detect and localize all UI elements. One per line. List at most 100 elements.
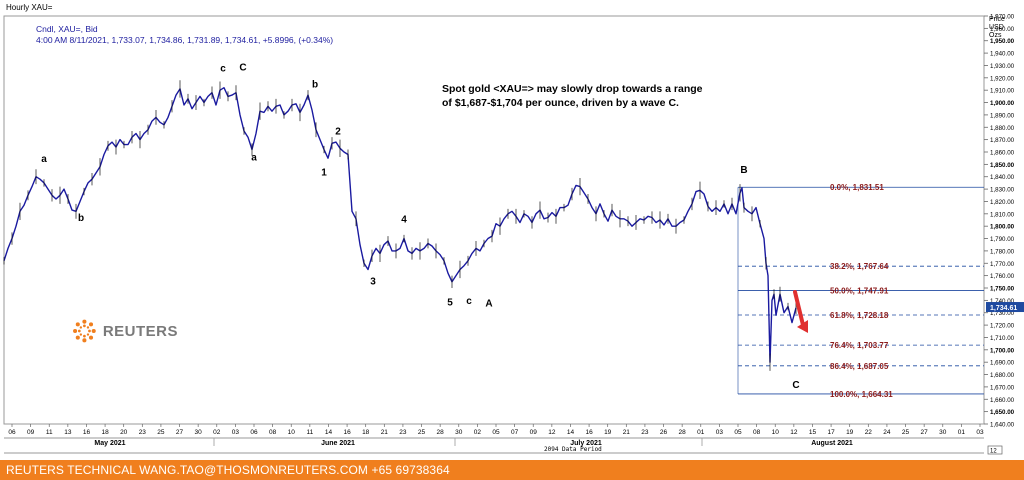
last-bar-info: 4:00 AM 8/11/2021, 1,733.07, 1,734.86, 1… — [36, 35, 334, 45]
x-tick-label: 16 — [343, 429, 351, 436]
x-tick-label: 23 — [399, 429, 407, 436]
x-tick-label: 25 — [418, 429, 426, 436]
x-tick-label: 19 — [846, 429, 854, 436]
x-tick-label: 09 — [27, 429, 35, 436]
analysis-annotation: Spot gold <XAU=> may slowly drop towards… — [442, 82, 703, 110]
x-tick-label: 18 — [362, 429, 370, 436]
x-tick-label: 05 — [492, 429, 500, 436]
y-tick-label: 1,810.00 — [990, 211, 1015, 218]
wave-label: C — [239, 62, 246, 73]
x-tick-label: 28 — [437, 429, 445, 436]
fib-level-label: 76.4%, 1,703.77 — [830, 341, 889, 350]
y-tick-label: 1,650.00 — [990, 409, 1015, 416]
projection-arrow-shaft — [793, 290, 805, 327]
y-tick-label: 1,790.00 — [990, 236, 1015, 243]
x-month-label: May 2021 — [94, 440, 125, 447]
y-tick-label: 1,930.00 — [990, 63, 1015, 70]
data-period-label: 2094 Data Period — [544, 446, 602, 453]
x-tick-label: 07 — [511, 429, 519, 436]
wave-label: 1 — [321, 167, 327, 178]
wave-label: A — [485, 299, 492, 310]
x-tick-label: 12 — [548, 429, 556, 436]
x-tick-label: 11 — [306, 429, 313, 436]
y-axis-title: Ozs — [989, 32, 1002, 39]
y-tick-label: 1,750.00 — [990, 286, 1015, 293]
y-tick-label: 1,860.00 — [990, 150, 1015, 157]
footer-contact: REUTERS TECHNICAL WANG.TAO@THOSMONREUTER… — [6, 463, 450, 477]
x-tick-label: 21 — [623, 429, 631, 436]
x-tick-label: 03 — [232, 429, 240, 436]
x-tick-label: 14 — [325, 429, 333, 436]
y-tick-label: 1,830.00 — [990, 187, 1015, 194]
x-tick-label: 23 — [641, 429, 649, 436]
y-tick-label: 1,740.00 — [990, 298, 1015, 305]
x-tick-label: 16 — [83, 429, 91, 436]
plot-frame — [3, 15, 985, 425]
wave-label: 5 — [447, 297, 453, 308]
x-tick-label: 06 — [8, 429, 16, 436]
y-tick-label: 1,910.00 — [990, 88, 1015, 95]
y-tick-label: 1,960.00 — [990, 26, 1015, 33]
x-tick-label: 06 — [250, 429, 258, 436]
x-tick-label: 03 — [716, 429, 724, 436]
price-series-line — [3, 87, 797, 363]
y-tick-label: 1,670.00 — [990, 384, 1015, 391]
annotation-line-2: of $1,687-$1,704 per ounce, driven by a … — [442, 97, 679, 109]
x-tick-label: 18 — [101, 429, 109, 436]
x-tick-label: 21 — [381, 429, 389, 436]
x-tick-label: 03 — [976, 429, 984, 436]
x-tick-label: 20 — [120, 429, 128, 436]
fib-level-label: 100.0%, 1,664.31 — [830, 390, 893, 399]
x-tick-label: 26 — [660, 429, 668, 436]
x-tick-label: 10 — [288, 429, 296, 436]
y-tick-label: 1,950.00 — [990, 38, 1015, 45]
x-month-label: July 2021 — [570, 440, 602, 447]
y-tick-label: 1,920.00 — [990, 75, 1015, 82]
y-tick-label: 1,840.00 — [990, 174, 1015, 181]
x-month-label: June 2021 — [321, 440, 355, 447]
x-tick-label: 27 — [176, 429, 184, 436]
footer-bar: REUTERS TECHNICAL WANG.TAO@THOSMONREUTER… — [0, 460, 1024, 480]
series-info: Cndl, XAU=, Bid — [36, 24, 98, 34]
x-tick-label: 13 — [64, 429, 72, 436]
wave-label: 3 — [370, 276, 376, 287]
reuters-logo: REUTERS — [70, 311, 178, 351]
current-price-tag — [986, 302, 1024, 313]
x-tick-label: 28 — [679, 429, 687, 436]
x-tick-label: 05 — [734, 429, 742, 436]
y-tick-label: 1,720.00 — [990, 323, 1015, 330]
fib-level-label: 50.0%, 1,747.91 — [830, 287, 889, 296]
x-tick-label: 22 — [865, 429, 873, 436]
y-tick-label: 1,900.00 — [990, 100, 1015, 107]
fib-level-label: 86.4%, 1,687.05 — [830, 362, 889, 371]
y-tick-label: 1,680.00 — [990, 372, 1015, 379]
y-tick-label: 1,780.00 — [990, 248, 1015, 255]
x-tick-label: 14 — [567, 429, 575, 436]
wave-label: c — [466, 296, 472, 307]
zoom-box-label: 12 — [990, 449, 997, 455]
wave-label: a — [251, 153, 257, 164]
y-axis-title: Price — [989, 16, 1005, 23]
x-tick-label: 24 — [883, 429, 891, 436]
x-tick-label: 23 — [139, 429, 147, 436]
y-tick-label: 1,850.00 — [990, 162, 1015, 169]
x-tick-label: 30 — [195, 429, 203, 436]
x-month-label: August 2021 — [811, 440, 853, 447]
wave-label: 4 — [401, 214, 407, 225]
fib-level-label: 0.0%, 1,831.51 — [830, 183, 884, 192]
wave-label: a — [41, 154, 47, 165]
x-tick-label: 12 — [790, 429, 798, 436]
x-tick-label: 17 — [827, 429, 835, 436]
zoom-box — [987, 445, 1003, 455]
y-tick-label: 1,700.00 — [990, 347, 1015, 354]
current-price-label: 1,734.61 — [990, 305, 1017, 312]
y-tick-label: 1,820.00 — [990, 199, 1015, 206]
x-tick-label: 27 — [921, 429, 929, 436]
x-tick-label: 11 — [46, 429, 53, 436]
wave-label: c — [220, 64, 226, 75]
y-tick-label: 1,770.00 — [990, 261, 1015, 268]
annotation-line-1: Spot gold <XAU=> may slowly drop towards… — [442, 83, 703, 95]
x-tick-label: 19 — [604, 429, 612, 436]
